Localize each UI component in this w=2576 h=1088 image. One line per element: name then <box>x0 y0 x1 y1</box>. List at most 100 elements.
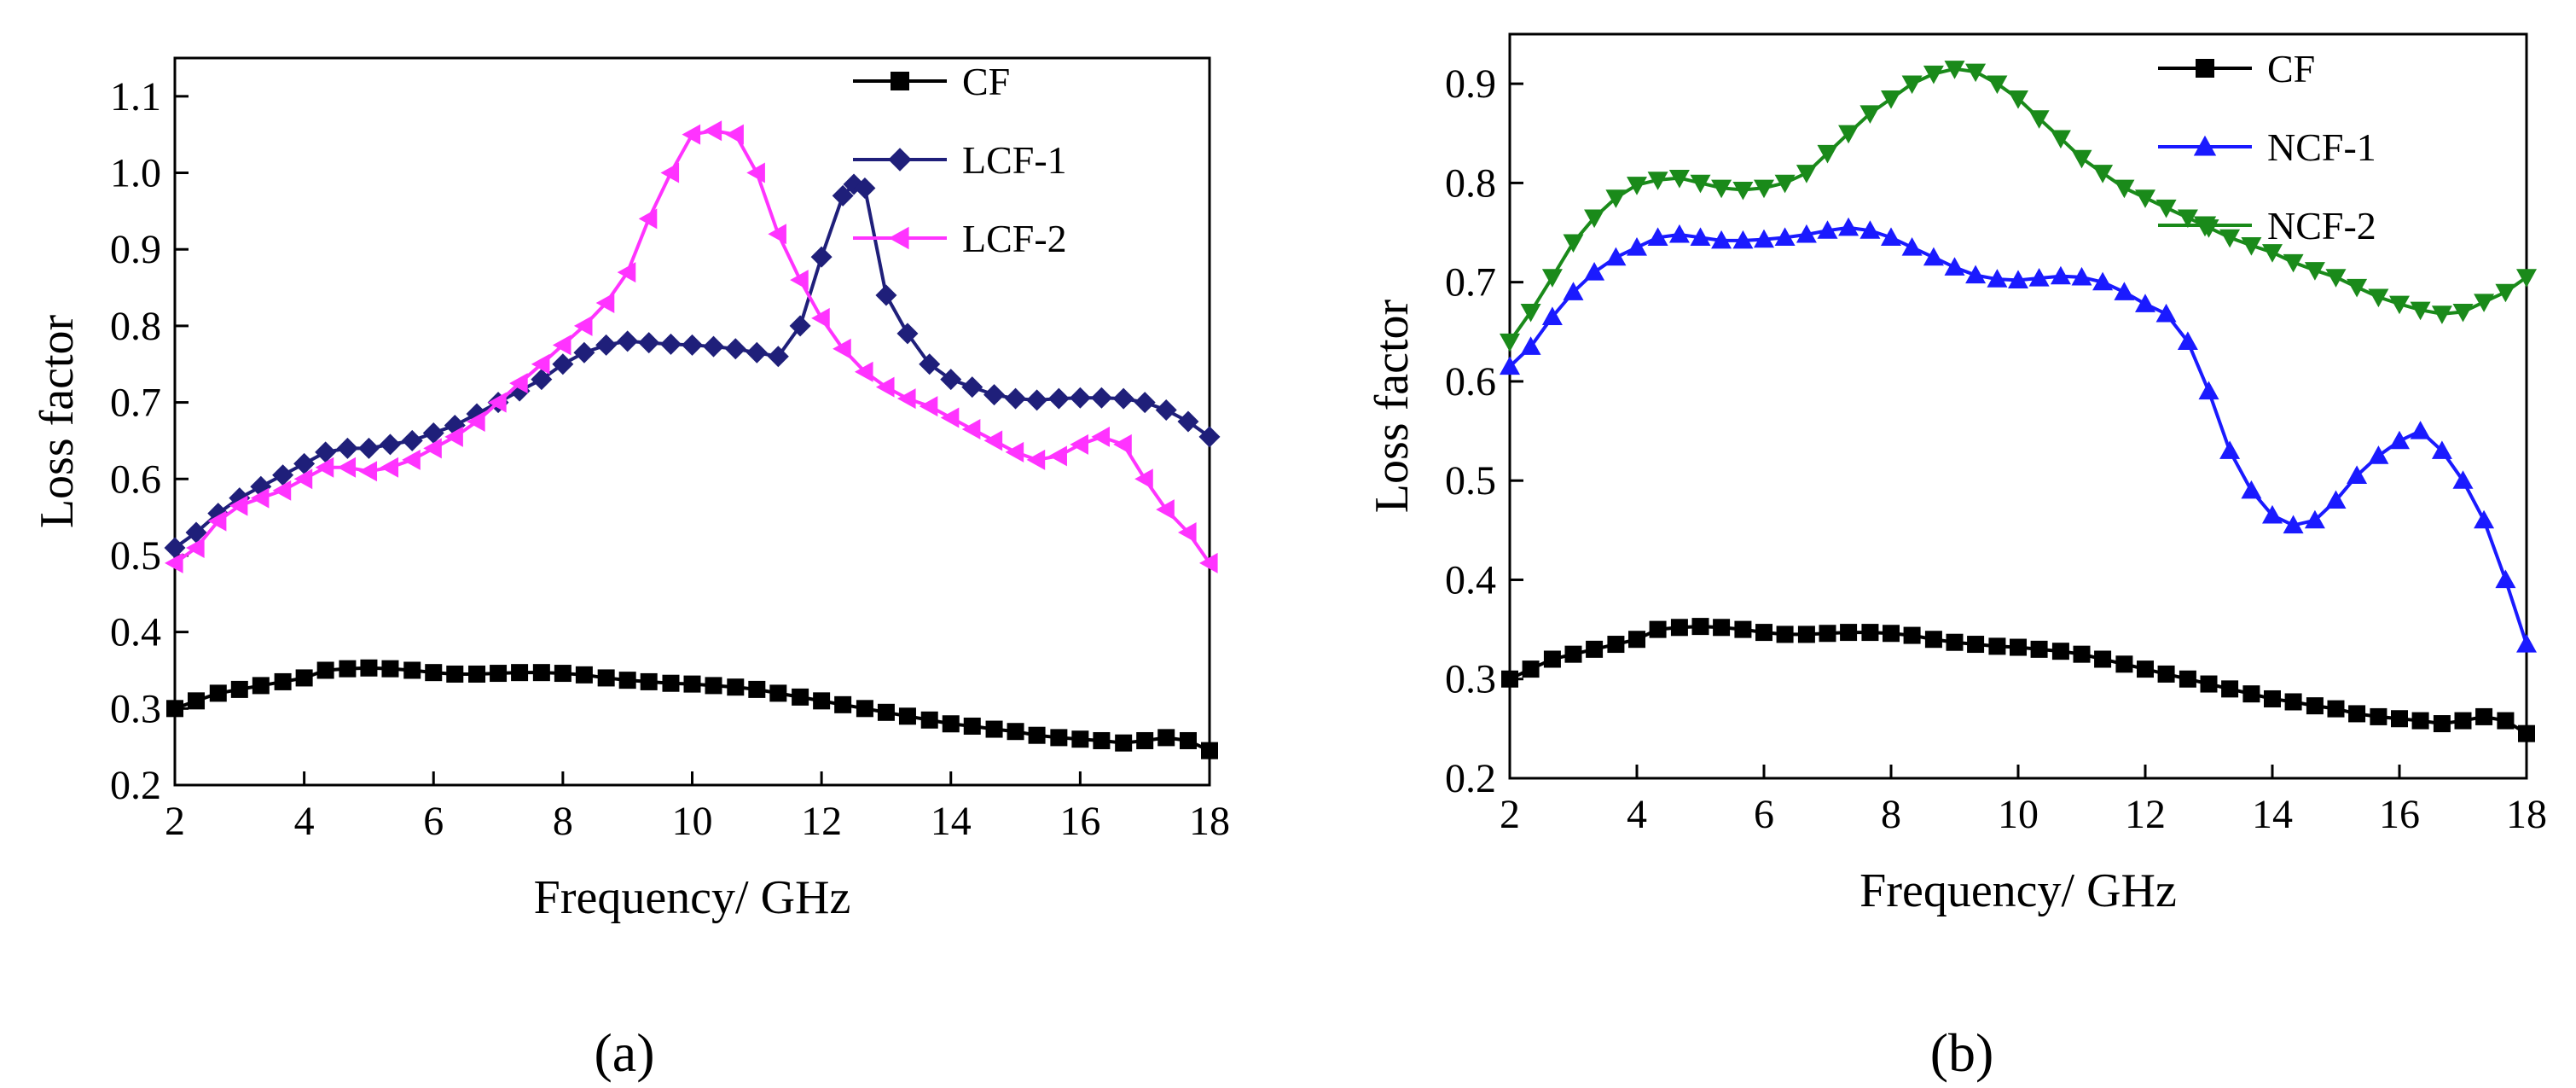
data-point <box>1838 217 1859 236</box>
x-tick-label: 8 <box>1881 792 1901 837</box>
data-point <box>1987 269 2008 288</box>
data-point <box>1924 631 1942 649</box>
data-point <box>2094 650 2112 668</box>
data-point <box>1500 356 1520 375</box>
data-point <box>166 700 183 718</box>
data-point <box>2410 301 2431 321</box>
data-point <box>1923 247 1944 266</box>
data-point <box>1776 625 1794 643</box>
data-point <box>209 684 227 702</box>
legend-marker <box>888 226 909 250</box>
series-ncf-1 <box>1500 217 2537 653</box>
data-point <box>940 407 960 428</box>
data-point <box>2028 268 2050 287</box>
y-tick-label: 0.6 <box>110 457 161 502</box>
data-point <box>575 666 593 684</box>
data-point <box>1048 445 1067 467</box>
data-point <box>1903 626 1921 644</box>
data-point <box>961 376 983 399</box>
data-point <box>1520 336 1541 355</box>
data-point <box>379 433 401 456</box>
data-point <box>683 675 701 693</box>
legend-label: NCF-2 <box>2267 204 2376 247</box>
data-point <box>554 665 571 683</box>
x-tick-label: 14 <box>2252 792 2293 837</box>
data-point <box>1522 660 1540 678</box>
data-point <box>2474 294 2495 312</box>
data-point <box>2495 283 2516 303</box>
data-point <box>940 369 962 391</box>
data-point <box>833 338 851 359</box>
data-point <box>1923 65 1944 84</box>
data-point <box>423 438 442 459</box>
x-tick-label: 16 <box>2379 792 2420 837</box>
data-point <box>811 307 830 329</box>
data-point <box>315 441 337 463</box>
data-point <box>1670 619 1688 637</box>
data-point <box>1691 618 1709 636</box>
data-point <box>983 430 1003 451</box>
data-point <box>2433 715 2451 733</box>
data-point <box>2177 209 2198 229</box>
data-point <box>1732 181 1754 201</box>
panel-label: (b) <box>1930 1022 1994 1083</box>
data-point <box>1115 734 1133 752</box>
data-point <box>2028 110 2050 129</box>
data-point <box>2051 643 2069 660</box>
data-point <box>186 537 205 558</box>
data-point <box>165 552 183 573</box>
data-point <box>336 437 358 459</box>
data-point <box>1071 730 1089 748</box>
data-point <box>1647 172 1668 190</box>
legend-label: CF <box>962 60 1010 103</box>
data-point <box>488 392 507 413</box>
data-point <box>2010 638 2027 656</box>
data-point <box>207 510 227 532</box>
data-point <box>1007 723 1024 741</box>
data-point <box>357 437 380 459</box>
data-point <box>769 684 787 702</box>
x-tick-label: 10 <box>672 799 713 844</box>
data-point <box>1091 426 1110 447</box>
data-point <box>1946 633 1964 651</box>
data-point <box>1520 303 1541 323</box>
data-point <box>511 664 529 682</box>
data-point <box>573 341 595 364</box>
data-point <box>1198 426 1221 448</box>
chart-panel-b: 2 4 6 8 10 12 14 16 18 0.2 0.3 0.4 0.5 0.6 0.7 0.8 0.9 Fr… <box>1366 32 2547 1083</box>
data-point <box>1755 624 1772 642</box>
data-point <box>1627 177 1647 195</box>
data-point <box>854 361 873 382</box>
data-point <box>790 270 809 291</box>
data-point <box>2198 381 2219 400</box>
data-point <box>1586 640 1604 658</box>
x-tick-label: 4 <box>294 799 315 844</box>
data-point <box>1112 387 1134 410</box>
data-point <box>272 464 294 486</box>
data-point <box>509 373 528 394</box>
data-point <box>2073 645 2091 663</box>
data-point <box>403 661 421 679</box>
data-point <box>1541 306 1563 325</box>
data-point <box>2518 724 2535 742</box>
data-point <box>2348 705 2366 723</box>
data-point <box>1668 169 1690 189</box>
data-point <box>2219 229 2241 248</box>
data-point <box>2327 700 2345 718</box>
data-point <box>2071 149 2092 169</box>
data-point <box>2452 470 2474 489</box>
data-point <box>295 669 313 687</box>
data-point <box>617 330 639 352</box>
data-point <box>2092 165 2114 183</box>
data-point <box>2114 179 2135 199</box>
data-point <box>250 487 270 509</box>
data-point <box>339 660 357 678</box>
data-point <box>2454 712 2472 730</box>
data-point <box>1134 392 1156 414</box>
data-point <box>638 208 658 230</box>
data-point <box>1177 522 1197 544</box>
data-point <box>2325 490 2347 509</box>
data-point <box>1136 731 1154 749</box>
legend-marker <box>888 148 912 172</box>
